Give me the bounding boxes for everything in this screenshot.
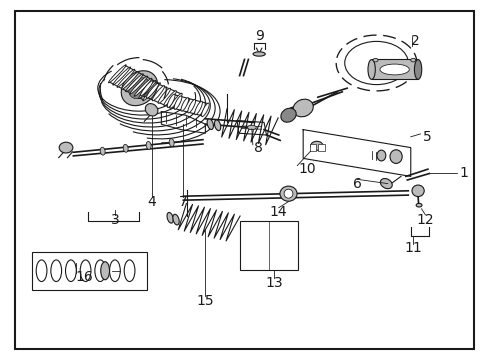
Ellipse shape [389, 150, 401, 163]
Text: 15: 15 [196, 294, 214, 307]
Ellipse shape [410, 58, 415, 62]
Ellipse shape [146, 83, 159, 98]
Ellipse shape [158, 88, 170, 103]
Ellipse shape [284, 189, 292, 198]
Text: 4: 4 [147, 195, 156, 208]
Ellipse shape [280, 108, 296, 122]
Text: 5: 5 [422, 130, 431, 144]
Ellipse shape [174, 96, 182, 109]
Ellipse shape [140, 81, 153, 96]
Bar [309, 144, 316, 151]
Text: 1: 1 [459, 166, 468, 180]
Ellipse shape [123, 144, 128, 152]
Text: 8: 8 [254, 141, 263, 154]
Ellipse shape [117, 69, 135, 87]
Text: 12: 12 [416, 213, 433, 226]
Bar [371, 59, 417, 79]
Text: 16: 16 [76, 270, 93, 284]
Ellipse shape [152, 86, 164, 101]
Bar [239, 221, 298, 270]
Ellipse shape [59, 142, 73, 153]
Text: 9: 9 [254, 29, 263, 43]
Ellipse shape [187, 99, 195, 113]
Ellipse shape [138, 81, 156, 99]
Ellipse shape [310, 141, 323, 150]
Text: 10: 10 [298, 162, 315, 176]
Ellipse shape [380, 179, 391, 189]
Ellipse shape [169, 93, 182, 108]
Ellipse shape [344, 41, 407, 85]
Ellipse shape [113, 67, 130, 85]
Text: 3: 3 [110, 213, 119, 226]
Ellipse shape [134, 78, 152, 96]
Ellipse shape [194, 101, 202, 115]
Text: 6: 6 [352, 177, 361, 190]
Ellipse shape [167, 94, 175, 108]
Ellipse shape [121, 71, 157, 105]
Ellipse shape [101, 262, 109, 280]
Ellipse shape [130, 76, 147, 94]
Ellipse shape [167, 212, 173, 223]
Ellipse shape [247, 125, 256, 130]
Text: 7: 7 [179, 195, 187, 208]
Ellipse shape [379, 64, 408, 75]
Ellipse shape [367, 60, 375, 79]
Ellipse shape [292, 99, 313, 117]
Ellipse shape [146, 141, 151, 149]
Ellipse shape [100, 147, 105, 155]
Text: 11: 11 [404, 242, 421, 255]
Ellipse shape [181, 98, 188, 111]
Bar [318, 144, 325, 151]
Ellipse shape [145, 104, 158, 116]
Text: 13: 13 [264, 276, 282, 289]
Bar [32, 252, 146, 290]
Ellipse shape [411, 185, 424, 197]
Ellipse shape [169, 139, 174, 147]
Ellipse shape [279, 186, 296, 201]
Ellipse shape [201, 103, 209, 117]
Ellipse shape [108, 65, 126, 83]
Ellipse shape [142, 83, 160, 101]
Text: 2: 2 [410, 35, 419, 48]
Ellipse shape [207, 119, 213, 130]
Ellipse shape [376, 150, 385, 161]
Ellipse shape [214, 120, 220, 131]
Ellipse shape [253, 52, 265, 56]
Ellipse shape [372, 58, 377, 62]
Ellipse shape [414, 60, 421, 79]
Ellipse shape [163, 91, 176, 106]
Ellipse shape [129, 78, 149, 99]
Text: 14: 14 [269, 206, 287, 219]
Ellipse shape [125, 74, 143, 92]
Ellipse shape [121, 72, 139, 90]
Ellipse shape [415, 203, 421, 207]
Ellipse shape [173, 214, 179, 225]
